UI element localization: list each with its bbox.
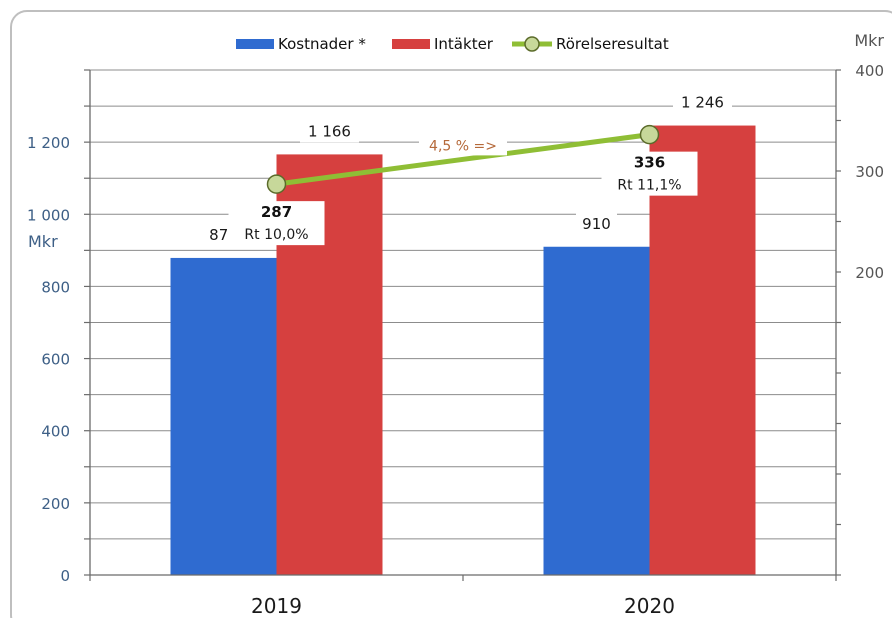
legend-swatch-kostnader (236, 39, 274, 49)
data-label-bg (300, 120, 359, 143)
chart-frame (10, 10, 892, 618)
left-tick-label: 600 (41, 351, 70, 369)
left-tick-label: 0 (60, 567, 70, 585)
annotation-bg (419, 135, 507, 156)
profit-marker (266, 174, 287, 194)
category-label: 2019 (251, 594, 302, 618)
bar-intakter (649, 125, 756, 576)
left-tick-label: 1 000 (27, 206, 70, 224)
profit-value-label: 287 (261, 203, 292, 221)
profit-marker (639, 124, 660, 145)
left-tick-label: 200 (41, 495, 70, 513)
profit-value-label: 336 (634, 154, 665, 172)
right-tick-label: 200 (855, 264, 884, 282)
profit-label-bg (228, 201, 325, 246)
right-axis-unit: Mkr (854, 31, 884, 50)
legend: Kostnader * Intäkter Rörelseresultat (236, 35, 669, 53)
data-label-bg (673, 91, 732, 114)
data-label: 1 246 (681, 94, 724, 112)
axes: 0 200 400 600 800 1 000 1 200 Mkr 200 300 400 Mkr 20… (27, 31, 884, 618)
legend-marker-rorelseresultat (524, 36, 540, 52)
profit-line-path (276, 132, 650, 187)
data-label: 910 (582, 215, 611, 233)
profit-margin-label: Rt 11,1% (617, 178, 681, 194)
bar-kostnader (543, 246, 650, 575)
profit-margin-label: Rt 10,0% (244, 227, 308, 243)
left-tick-label: 1 200 (27, 134, 70, 152)
category-label: 2020 (624, 594, 675, 618)
profit-line: 4,5 % => (266, 124, 660, 194)
profit-label-bg (601, 151, 698, 196)
legend-label-rorelseresultat: Rörelseresultat (556, 35, 669, 53)
legend-label-intakter: Intäkter (434, 35, 494, 53)
right-tick-label: 300 (855, 163, 884, 181)
growth-annotation: 4,5 % => (429, 138, 497, 154)
left-tick-label: 800 (41, 278, 70, 296)
legend-label-kostnader: Kostnader * (278, 35, 366, 53)
left-axis-unit: Mkr (28, 232, 58, 251)
data-label-bg (576, 212, 617, 235)
left-tick-label: 400 (41, 423, 70, 441)
bars (170, 125, 756, 576)
bar-kostnader (170, 257, 277, 575)
right-tick-label: 400 (855, 62, 884, 80)
legend-swatch-intakter (392, 39, 430, 49)
data-label: 1 166 (308, 122, 351, 140)
